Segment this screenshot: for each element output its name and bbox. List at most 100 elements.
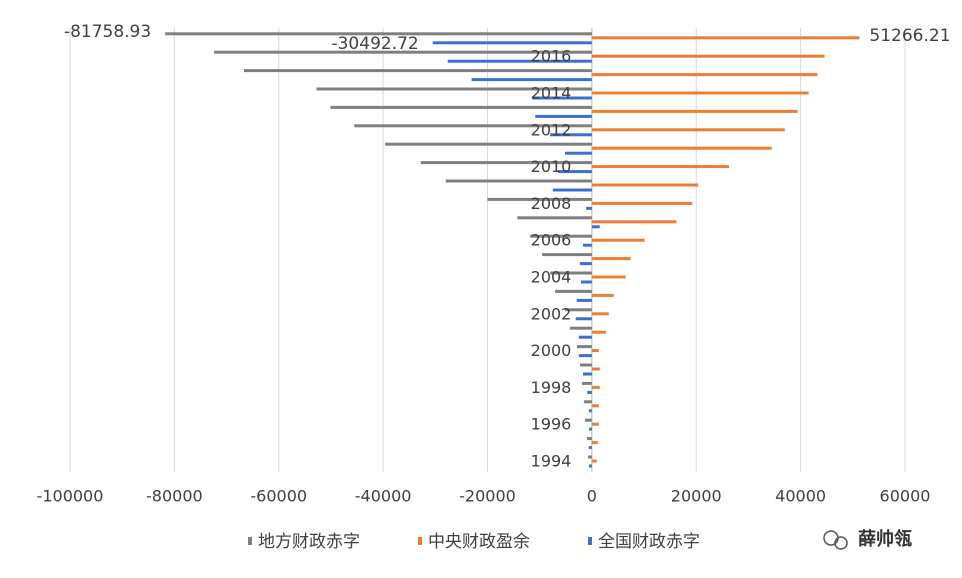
y-tick-label: 2006 [531,231,572,250]
bar [570,326,592,330]
x-tick-label: 40000 [775,487,826,506]
bar [589,427,592,431]
legend-label: 全国财政赤字 [598,532,700,552]
bar [330,105,592,109]
data-label: -30492.72 [331,34,418,54]
legend-swatch [418,537,422,545]
y-tick-label: 2010 [531,157,572,176]
watermark-icon [823,530,848,550]
x-tick-label: -100000 [37,487,104,506]
bar [354,124,592,128]
bar [583,400,592,404]
bar [385,142,592,146]
bar [591,128,785,132]
x-tick-label: -40000 [355,487,412,506]
bar [471,78,592,82]
bar [214,50,592,54]
bar [555,289,592,293]
y-tick-label: 1994 [531,452,572,471]
x-tick-label: -20000 [459,487,516,506]
bar [588,409,592,413]
bar [591,367,600,371]
bar [584,418,592,422]
bar [588,464,592,468]
y-tick-label: 2000 [531,341,572,360]
bar [591,385,600,389]
bar [578,354,592,358]
bar [583,243,592,247]
bar [591,330,606,334]
bar [532,96,592,100]
bar [530,234,592,238]
bar [591,293,614,297]
bar [420,161,592,165]
bar [591,91,809,95]
y-tick-label: 2012 [531,120,572,139]
bar [587,455,592,459]
bar [550,271,592,275]
bar [586,206,592,210]
bar [445,179,592,183]
y-tick-label: 2014 [531,84,572,103]
bar [591,225,600,229]
bar [591,238,645,242]
bar [591,404,599,408]
x-tick-label: 0 [587,487,597,506]
bar [447,59,592,63]
bar [588,446,592,450]
data-label: 51266.21 [869,26,950,46]
bar [591,220,677,224]
y-tick-label: 1996 [531,415,572,434]
bar [586,437,592,441]
bar [487,197,592,201]
bar [576,298,592,302]
bar [165,32,592,36]
bar [591,257,631,261]
y-tick-label: 2004 [531,268,572,287]
x-tick-label: 60000 [880,487,931,506]
bar [591,312,609,316]
bar [591,275,626,279]
bar [591,109,798,113]
bar [535,114,592,118]
bar [591,36,860,40]
watermark: 薛帅瓴 [858,528,912,550]
bar [576,345,592,349]
bar [591,146,772,150]
bar [591,441,598,445]
x-tick-label: -80000 [146,487,203,506]
bar [565,308,592,312]
bars [165,32,860,468]
bar [581,381,592,385]
bar [591,183,699,187]
legend: 地方财政赤字 中央财政盈余 全国财政赤字 [248,532,700,552]
bar [565,151,592,155]
bar [591,201,693,205]
bar [542,253,592,257]
bar [432,41,592,45]
bar [557,170,592,174]
legend-swatch [248,537,252,545]
labels: -100000 -80000 -60000 -40000 -20000 0 20000 400… [37,22,951,506]
bar [591,54,825,58]
legend-swatch [588,537,592,545]
y-tick-label: 2002 [531,304,572,323]
grid [69,28,906,472]
y-tick-label: 2008 [531,194,572,213]
bar [591,349,599,353]
bar [550,133,592,137]
bar [579,262,592,266]
bar [591,422,599,426]
bar [243,69,592,73]
legend-label: 地方财政赤字 [258,532,360,552]
bar [579,363,592,367]
bar [578,335,592,339]
x-tick-label: -60000 [250,487,307,506]
y-tick-label: 2016 [531,47,572,66]
legend-label: 中央财政盈余 [428,532,530,552]
x-tick-label: 20000 [671,487,722,506]
bar [552,188,592,192]
bar [587,390,592,394]
